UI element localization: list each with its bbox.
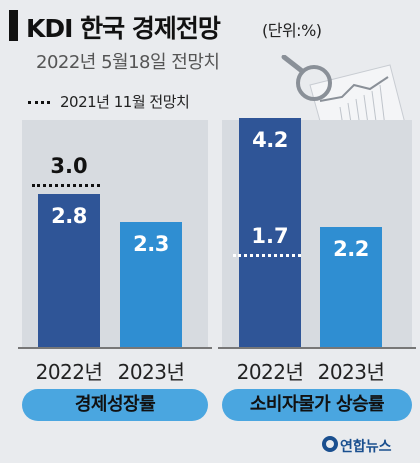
category-pill: 소비자물가 상승률 [222,389,412,421]
category-pill: 경제성장률 [22,389,208,421]
yonhap-logo-icon [322,436,338,452]
chart-title: KDI 한국 경제전망 [26,14,221,43]
previous-forecast-line [32,183,100,187]
x-tick-label: 2023년 [317,360,385,384]
x-tick-label: 2023년 [117,360,185,384]
previous-forecast-label: 3.0 [50,153,88,178]
title-accent-bar [9,10,18,41]
data-label: 4.2 [252,128,288,153]
bar-2022년 [38,194,100,347]
previous-forecast-label: 1.7 [251,224,289,249]
data-label: 2.3 [133,231,169,256]
chart-baseline [18,347,212,349]
bar-2023년 [320,227,382,347]
x-tick-label: 2022년 [236,360,304,384]
previous-forecast-line [233,254,301,258]
x-tick-label: 2022년 [35,360,103,384]
chart-baseline [218,347,416,349]
bar-2023년 [120,221,182,347]
legend-dotted-line [28,101,50,104]
data-label: 2.2 [333,237,369,262]
unit-label: (단위:%) [262,21,322,40]
bar-2022년 [239,118,301,347]
legend-previous-forecast: 2021년 11월 전망치 [60,93,190,111]
data-label: 2.8 [51,204,87,229]
credit-text: 연합뉴스 [340,439,392,455]
chart-subtitle: 2022년 5월18일 전망치 [36,52,220,73]
